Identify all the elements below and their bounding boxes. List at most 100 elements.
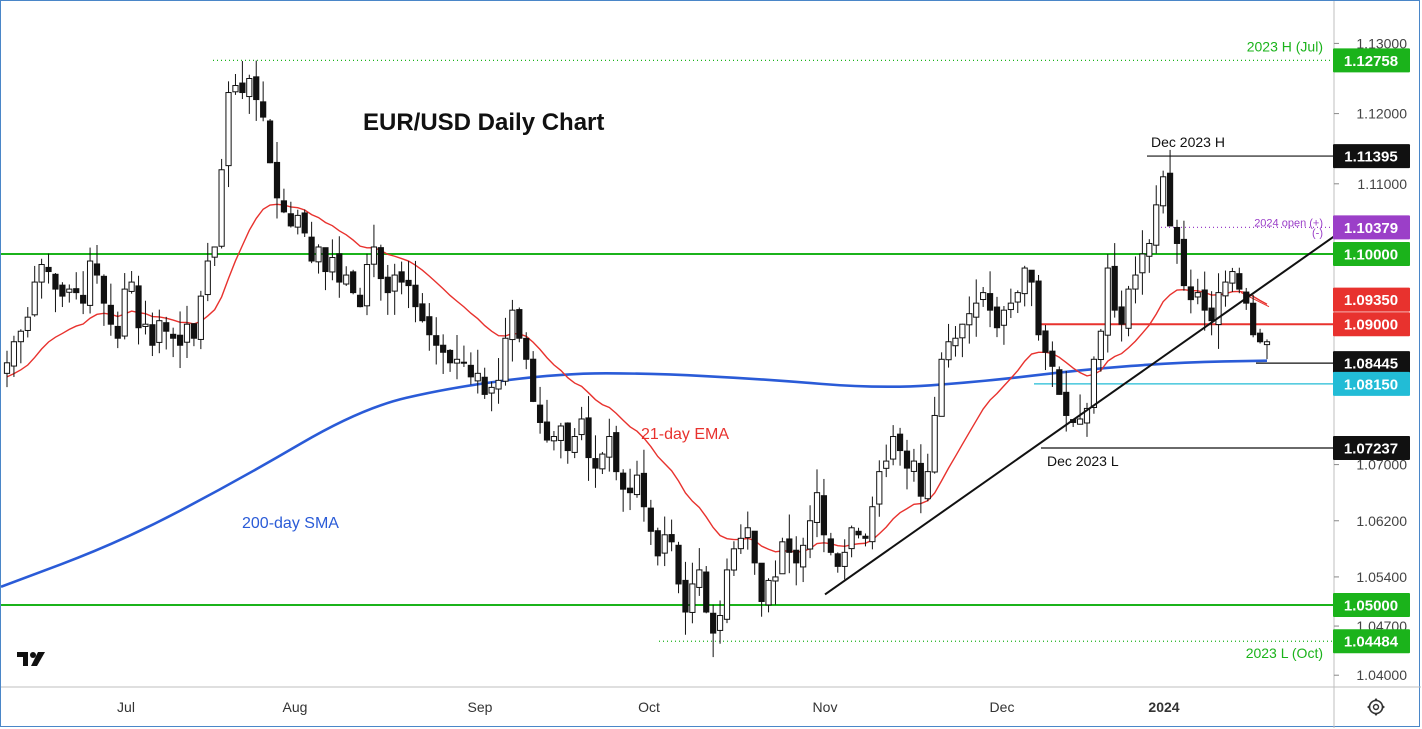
candle — [495, 358, 502, 404]
time-tick-label: Oct — [638, 699, 660, 715]
candle — [1263, 339, 1271, 360]
candle — [322, 247, 329, 291]
ema-21-line — [6, 203, 1268, 553]
candle — [1187, 269, 1194, 314]
candle — [896, 427, 904, 466]
sma-label: 200-day SMA — [242, 515, 339, 532]
candle — [571, 428, 578, 459]
candle — [474, 349, 481, 394]
candle — [246, 74, 253, 114]
candle — [730, 541, 738, 577]
ema-label: 21-day EMA — [641, 426, 729, 443]
candle — [661, 516, 668, 567]
candle — [363, 253, 371, 316]
price-badge-label: 1.08445 — [1344, 356, 1398, 373]
candle — [1256, 328, 1264, 344]
price-badge: 1.09350 — [1333, 287, 1410, 312]
candle — [758, 562, 765, 617]
candle — [1021, 265, 1028, 307]
candle — [751, 530, 758, 575]
gear-icon[interactable] — [1367, 698, 1385, 716]
price-badge: 1.08150 — [1333, 371, 1410, 396]
trendline — [824, 235, 1335, 596]
candle — [1056, 366, 1063, 395]
candle — [827, 532, 834, 556]
candle — [433, 317, 440, 365]
level-annotations: 2023 H (Jul) Dec 2023 H 2024 open (+)(-) De… — [1047, 38, 1323, 661]
candle — [329, 239, 336, 281]
level-note: 2023 H (Jul) — [1247, 38, 1323, 54]
candle — [585, 396, 592, 481]
time-tick-label: Aug — [283, 699, 308, 715]
tradingview-logo — [17, 652, 45, 666]
price-tick-label: 1.11000 — [1357, 176, 1407, 192]
candle — [959, 323, 966, 358]
candle — [703, 566, 710, 614]
candle — [398, 261, 405, 295]
candle — [100, 274, 108, 326]
level-note: Dec 2023 H — [1151, 134, 1225, 150]
candle — [1111, 243, 1118, 318]
candle — [876, 460, 883, 517]
price-badge-label: 1.09000 — [1344, 317, 1398, 334]
candle — [301, 209, 308, 237]
candle — [890, 425, 897, 466]
candle — [45, 253, 52, 284]
candle — [467, 352, 474, 385]
candle — [239, 61, 246, 100]
candle — [834, 552, 841, 573]
price-tick-label: 1.05400 — [1356, 569, 1407, 585]
candle — [723, 558, 731, 624]
level-lines — [1, 59, 1334, 642]
candle — [682, 561, 689, 635]
candle — [183, 305, 191, 358]
support-trendline — [824, 235, 1335, 596]
price-badge: 1.07237 — [1333, 435, 1410, 460]
candle — [273, 142, 281, 219]
candle — [93, 244, 101, 284]
candle — [453, 334, 461, 380]
candle — [647, 499, 654, 545]
chart-title: EUR/USD Daily Chart — [363, 109, 604, 136]
price-badge-label: 1.09350 — [1344, 292, 1398, 309]
candle — [710, 604, 717, 658]
candle — [135, 275, 142, 345]
price-tick-label: 1.06200 — [1356, 513, 1407, 529]
candle — [986, 271, 994, 328]
candle — [938, 352, 945, 417]
candle — [391, 263, 398, 315]
candle — [1000, 305, 1008, 345]
candle — [1166, 149, 1174, 227]
candle — [481, 367, 488, 399]
time-tick-label: Nov — [813, 699, 838, 715]
candle — [716, 600, 724, 644]
candle — [156, 309, 163, 354]
candle — [253, 60, 260, 121]
candle — [1160, 170, 1167, 214]
price-tick-label: 1.07000 — [1356, 457, 1407, 473]
candle — [419, 293, 426, 323]
candle — [689, 562, 696, 624]
candle — [640, 449, 648, 522]
candle — [536, 386, 544, 434]
price-badge-label: 1.12758 — [1344, 53, 1398, 70]
candle — [1083, 402, 1091, 437]
candle — [945, 323, 952, 368]
candle — [772, 560, 779, 605]
price-badge-label: 1.07237 — [1344, 440, 1398, 457]
candle — [197, 290, 204, 350]
candle — [1250, 294, 1257, 338]
time-tick-label: 2024 — [1148, 699, 1179, 715]
candle — [592, 435, 599, 488]
candle — [1153, 185, 1160, 254]
candle — [924, 453, 931, 502]
candle — [336, 236, 343, 298]
price-badge-label: 1.10000 — [1344, 247, 1398, 264]
price-badge: 1.08445 — [1333, 351, 1410, 376]
candle — [793, 536, 800, 586]
candle — [488, 381, 495, 412]
candle — [121, 273, 128, 340]
candle — [211, 246, 218, 267]
